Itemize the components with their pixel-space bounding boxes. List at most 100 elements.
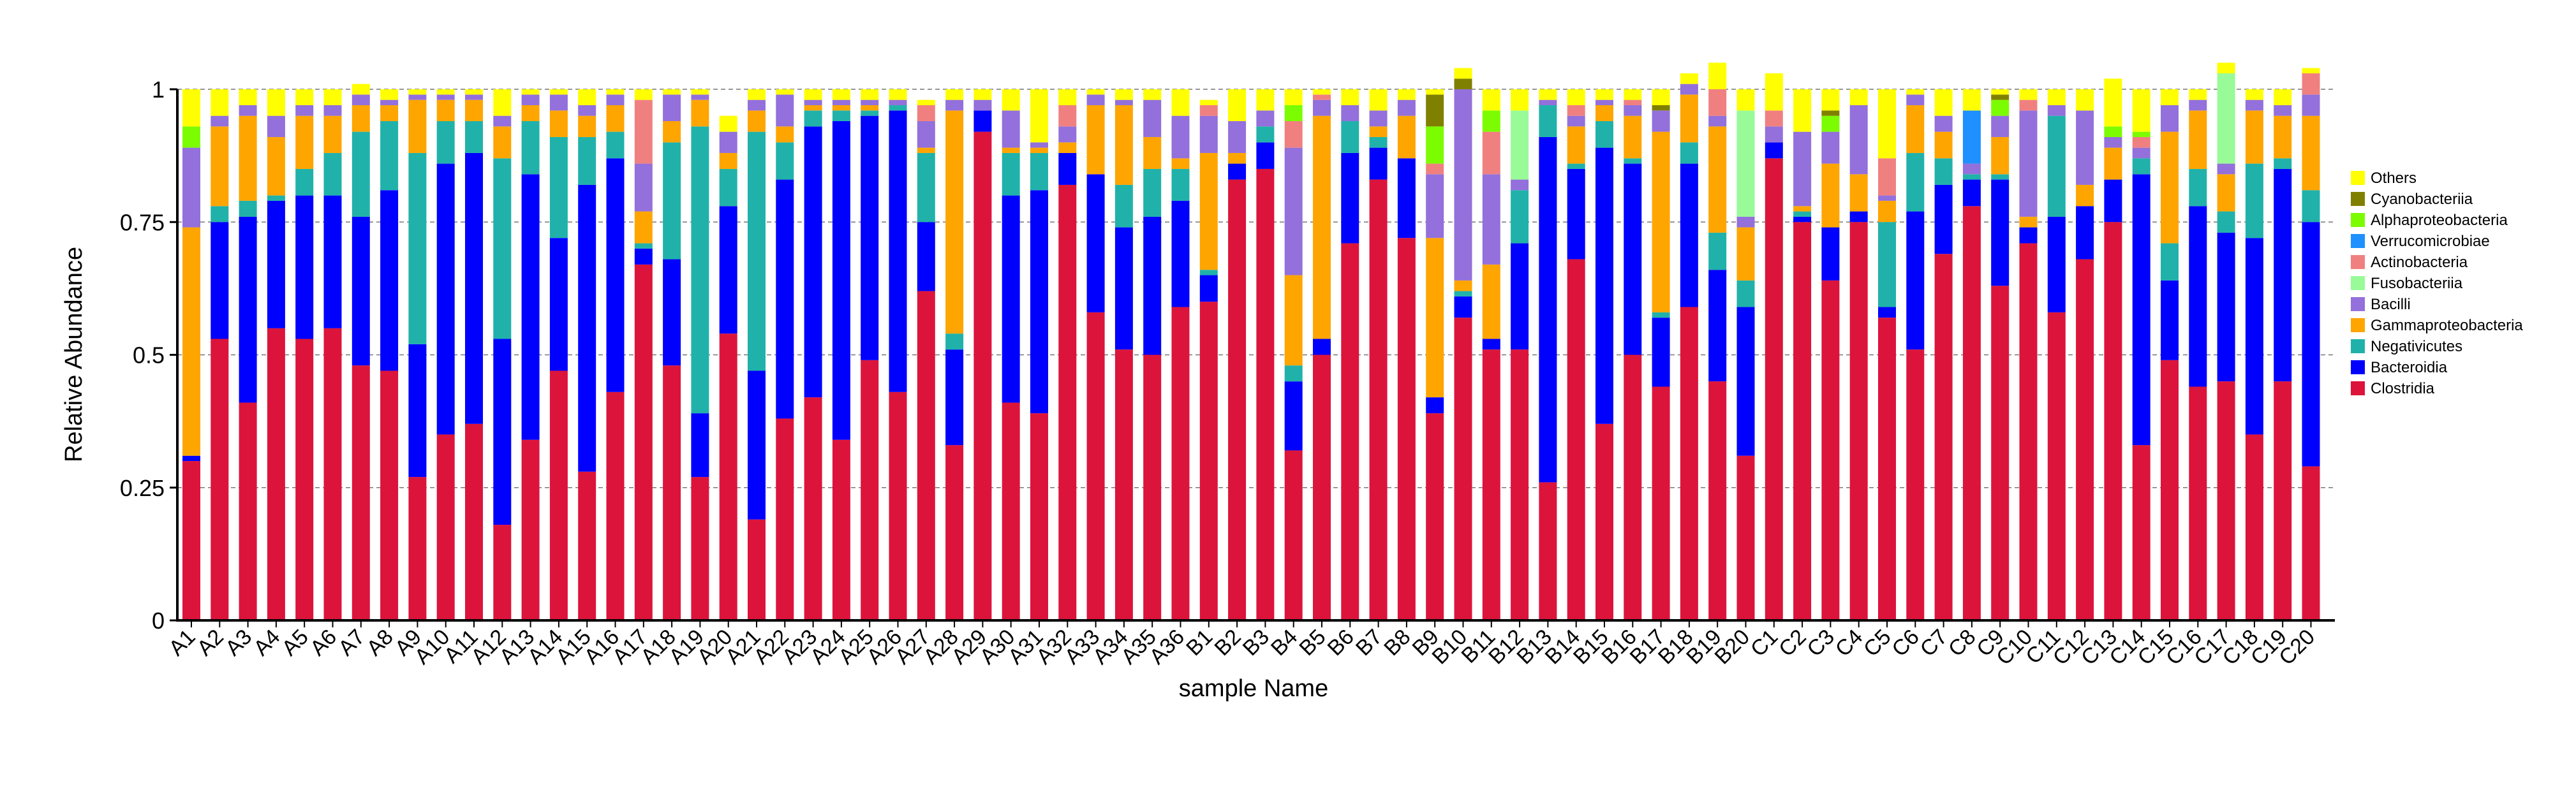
bar-segment-clostridia-c12	[2076, 259, 2094, 620]
bar-segment-bacteroidia-b19	[1708, 270, 1727, 382]
bar-segment-negativicutes-a13	[521, 121, 540, 175]
bar-segment-gammaproteobacteria-b19	[1708, 126, 1727, 233]
bar-segment-bacilli-a35	[1143, 99, 1162, 137]
bar-segment-verrucomicrobiae-c8	[1962, 110, 1981, 164]
bar-segment-bacteroidia-a32	[1058, 152, 1077, 185]
bar-segment-bacilli-c19	[2274, 105, 2292, 116]
legend-swatch-clostridia	[2351, 381, 2365, 395]
x-ticks: A1A2A3A4A5A6A7A8A9A10A11A12A13A14A15A16A…	[164, 620, 2320, 670]
bar-segment-gammaproteobacteria-a2	[211, 126, 229, 207]
bar-segment-actinobacteria-c14	[2132, 136, 2150, 148]
bar-segment-bacilli-c12	[2076, 110, 2094, 185]
bar-segment-others-a12	[493, 89, 512, 116]
y-tick-label: 0.5	[133, 342, 165, 369]
bar-segment-clostridia-c3	[1821, 280, 1840, 620]
bar-segment-bacilli-c8	[1962, 163, 1981, 175]
bar-segment-negativicutes-a20	[719, 168, 737, 207]
legend-label-fusobacteriia: Fusobacteriia	[2371, 275, 2463, 292]
bar-segment-bacilli-b6	[1341, 105, 1359, 121]
bar-segment-gammaproteobacteria-a27	[917, 147, 935, 153]
bar-segment-negativicutes-a5	[295, 168, 314, 196]
bar-segment-bacilli-a31	[1030, 142, 1048, 148]
bar-segment-bacilli-a19	[691, 94, 709, 100]
bar-segment-others-b5	[1313, 89, 1331, 95]
bar-segment-clostridia-c19	[2274, 381, 2292, 620]
bar-segment-bacilli-b19	[1708, 115, 1727, 127]
y-tick-label: 0.25	[120, 475, 165, 501]
bar-segment-others-c5	[1878, 89, 1896, 159]
bar-segment-bacilli-c16	[2189, 99, 2207, 111]
bar-segment-bacteroidia-a34	[1114, 227, 1133, 350]
bar-segment-bacteroidia-a4	[267, 200, 285, 328]
bar-segment-others-a21	[748, 89, 766, 100]
bar-segment-others-a7	[352, 84, 370, 95]
bar-segment-bacilli-c20	[2302, 94, 2320, 116]
bar-segment-bacteroidia-b18	[1680, 163, 1698, 307]
bar-segment-gammaproteobacteria-a32	[1058, 142, 1077, 153]
bar-segment-gammaproteobacteria-c20	[2302, 115, 2320, 191]
bar-segment-clostridia-b12	[1511, 349, 1529, 620]
bar-segment-negativicutes-b10	[1454, 291, 1472, 296]
bar-segment-bacteroidia-b2	[1228, 163, 1247, 180]
bar-segment-gammaproteobacteria-b14	[1567, 126, 1585, 164]
bar-segment-bacteroidia-b20	[1736, 307, 1755, 456]
bar-segment-others-b14	[1567, 89, 1585, 105]
bar-segment-others-c20	[2302, 68, 2320, 74]
bar-segment-bacteroidia-c5	[1878, 307, 1896, 318]
bar-segment-others-a2	[211, 89, 229, 116]
bar-segment-bacilli-c18	[2245, 99, 2263, 111]
bar-segment-actinobacteria-c20	[2302, 73, 2320, 95]
bar-segment-clostridia-b5	[1313, 355, 1331, 620]
bar-segment-clostridia-c10	[2019, 243, 2038, 620]
bar-segment-bacteroidia-c4	[1849, 211, 1868, 223]
bar-segment-bacilli-b20	[1736, 216, 1755, 228]
bar-segment-others-a20	[719, 115, 737, 132]
bar-segment-clostridia-c1	[1765, 158, 1783, 621]
bar-segment-negativicutes-a17	[634, 243, 653, 249]
bar-segment-gammaproteobacteria-a8	[380, 105, 399, 121]
bar-segment-bacteroidia-a21	[748, 370, 766, 520]
bar-segment-negativicutes-b18	[1680, 142, 1698, 164]
bar-segment-bacteroidia-a17	[634, 248, 653, 265]
bar-segment-clostridia-a26	[889, 391, 907, 620]
bar-segment-bacteroidia-a31	[1030, 190, 1048, 414]
x-tick-label: A36	[1145, 625, 1190, 669]
bar-segment-bacteroidia-b4	[1284, 381, 1303, 451]
bar-segment-negativicutes-b13	[1539, 105, 1557, 137]
bar-segment-negativicutes-a2	[211, 206, 229, 223]
bar-segment-bacteroidia-b14	[1567, 168, 1585, 260]
bar-segment-clostridia-c5	[1878, 318, 1896, 620]
bar-segment-negativicutes-b15	[1595, 121, 1613, 148]
bar-segment-bacteroidia-a35	[1143, 216, 1162, 355]
bar-segment-clostridia-a22	[776, 418, 794, 620]
bar-segment-bacteroidia-b13	[1539, 136, 1557, 483]
bar-segment-bacilli-b2	[1228, 121, 1247, 153]
bar-segment-bacteroidia-a10	[436, 163, 455, 435]
bar-segment-others-c9	[1991, 89, 2010, 95]
bar-segment-negativicutes-c8	[1962, 174, 1981, 180]
bar-segment-bacteroidia-b1	[1199, 275, 1218, 302]
bar-segment-bacilli-b10	[1454, 89, 1472, 281]
bar-segment-cyanobacteriia-c9	[1991, 94, 2010, 100]
legend-label-clostridia: Clostridia	[2371, 380, 2435, 397]
bar-segment-negativicutes-a11	[465, 121, 483, 153]
bar-segment-clostridia-a9	[408, 477, 427, 620]
bar-segment-bacilli-a15	[578, 105, 596, 116]
bar-segment-others-c7	[1934, 89, 1953, 116]
bar-segment-others-b13	[1539, 89, 1557, 100]
bar-segment-bacilli-a14	[549, 94, 568, 111]
x-tick-label: C20	[2274, 625, 2320, 670]
bar-segment-others-c8	[1962, 89, 1981, 111]
bar-segment-bacteroidia-c12	[2076, 206, 2094, 260]
bar-segment-actinobacteria-b4	[1284, 121, 1303, 148]
bar-segment-others-c17	[2217, 62, 2235, 74]
bar-segment-negativicutes-c15	[2161, 243, 2179, 281]
bar-segment-gammaproteobacteria-c15	[2161, 131, 2179, 244]
bar-segment-clostridia-c15	[2161, 360, 2179, 620]
bar-segment-others-a17	[634, 89, 653, 100]
bar-segment-gammaproteobacteria-a13	[521, 105, 540, 121]
bar-segment-others-a33	[1086, 89, 1105, 95]
bar-segment-others-a14	[549, 89, 568, 95]
bar-segment-actinobacteria-b11	[1482, 131, 1500, 175]
bar-segment-clostridia-a7	[352, 365, 370, 620]
